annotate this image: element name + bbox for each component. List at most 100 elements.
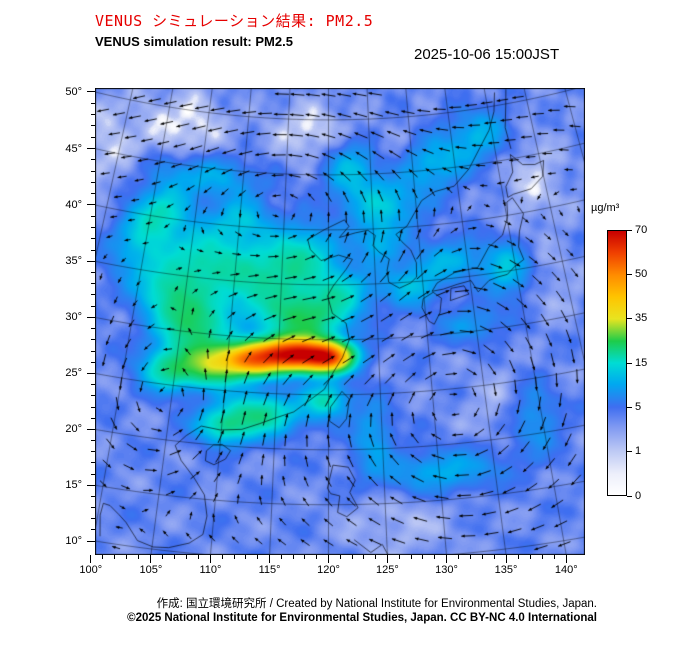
lon-axis-tick xyxy=(186,555,188,559)
lat-axis-tick xyxy=(91,462,95,464)
colorbar-unit-label: µg/m³ xyxy=(591,202,620,214)
lon-axis-tick xyxy=(126,555,128,559)
license-line: ©2025 National Institute for Environment… xyxy=(127,612,597,624)
colorbar-tick xyxy=(627,273,632,275)
lat-tick-label: 30° xyxy=(65,311,82,324)
lat-axis-tick xyxy=(91,283,95,285)
lat-axis-tick xyxy=(87,372,95,374)
lon-axis-tick xyxy=(269,555,271,563)
lat-axis-tick xyxy=(91,136,95,138)
lon-axis-tick xyxy=(102,555,104,559)
lat-axis-tick xyxy=(91,102,95,104)
lat-axis-tick xyxy=(91,339,95,341)
lon-axis-tick xyxy=(339,555,341,559)
lon-tick-label: 120° xyxy=(317,564,340,576)
lon-axis-tick xyxy=(565,555,567,563)
lat-axis-tick xyxy=(91,125,95,127)
lon-axis-tick xyxy=(114,555,116,559)
colorbar-tick xyxy=(627,362,632,364)
lat-axis-tick xyxy=(91,507,95,509)
lat-axis-tick xyxy=(91,518,95,520)
lon-axis-tick xyxy=(481,555,483,559)
lat-axis-tick xyxy=(91,406,95,408)
lat-axis-tick xyxy=(91,193,95,195)
lat-axis-tick xyxy=(87,428,95,430)
lon-axis-tick xyxy=(198,555,200,559)
lon-axis-tick xyxy=(280,555,282,559)
lon-axis-tick xyxy=(162,555,164,559)
lon-axis-tick xyxy=(422,555,424,559)
lat-tick-label: 10° xyxy=(65,535,82,547)
colorbar-gradient xyxy=(607,230,627,496)
colorbar-tick xyxy=(627,406,632,408)
lat-axis-tick xyxy=(87,484,95,486)
lat-tick-label: 50° xyxy=(65,85,82,98)
colorbar-tick-label: 35 xyxy=(635,312,648,325)
lon-axis-tick xyxy=(138,555,140,559)
lat-axis-tick xyxy=(87,91,95,93)
lat-axis-tick xyxy=(87,148,95,150)
colorbar-tick xyxy=(627,451,632,453)
colorbar-tick xyxy=(627,318,632,320)
lon-axis-tick xyxy=(410,555,412,559)
lon-axis-tick xyxy=(316,555,318,559)
lon-tick-label: 110° xyxy=(199,564,222,576)
lon-axis-tick xyxy=(541,555,543,559)
lat-axis-tick xyxy=(91,529,95,531)
lon-tick-label: 125° xyxy=(376,564,399,576)
page-title-japanese: VENUS シミュレーション結果: PM2.5 xyxy=(95,12,374,30)
lon-axis-tick xyxy=(209,555,211,563)
lat-axis-tick xyxy=(91,495,95,497)
lat-axis-tick xyxy=(91,114,95,116)
lon-axis-tick xyxy=(174,555,176,559)
lat-axis-tick xyxy=(91,350,95,352)
lon-axis-tick xyxy=(375,555,377,559)
lon-axis-tick xyxy=(292,555,294,559)
lat-axis-tick xyxy=(91,328,95,330)
colorbar-tick-label: 15 xyxy=(635,356,648,369)
colorbar-tick-label: 70 xyxy=(635,223,648,236)
lat-axis-tick xyxy=(91,238,95,240)
lat-axis-tick xyxy=(91,181,95,183)
colorbar-tick-label: 50 xyxy=(635,267,648,280)
lat-axis-tick xyxy=(91,249,95,251)
lon-axis-tick xyxy=(221,555,223,559)
lat-axis-tick xyxy=(91,417,95,419)
lon-axis-tick xyxy=(328,555,329,563)
colorbar-tick-label: 5 xyxy=(635,400,642,413)
lon-axis-tick xyxy=(553,555,555,559)
lon-tick-label: 100° xyxy=(79,564,103,576)
lon-axis-tick xyxy=(351,555,353,559)
colorbar-tick-label: 0 xyxy=(635,489,642,502)
lon-axis-tick xyxy=(304,555,306,559)
lat-tick-label: 35° xyxy=(65,255,82,268)
page-title-english: VENUS simulation result: PM2.5 xyxy=(95,34,293,49)
lat-axis-tick xyxy=(87,260,95,262)
lat-axis-tick xyxy=(91,227,95,229)
lon-axis-tick xyxy=(434,555,436,559)
lat-tick-label: 15° xyxy=(65,479,82,492)
lat-axis-tick xyxy=(91,272,95,273)
lon-axis-tick xyxy=(517,555,519,559)
lon-axis-tick xyxy=(90,555,92,563)
colorbar-tick xyxy=(627,229,632,231)
lat-axis-tick xyxy=(91,170,95,172)
lat-axis-tick xyxy=(87,540,95,542)
lat-tick-label: 25° xyxy=(65,367,82,380)
lon-axis-tick xyxy=(150,555,152,563)
lon-axis-tick xyxy=(245,555,247,559)
lon-tick-label: 105° xyxy=(139,564,163,576)
lat-axis-tick xyxy=(91,395,95,397)
lat-axis-tick xyxy=(91,451,95,453)
lon-axis-tick xyxy=(233,555,235,559)
lat-axis-tick xyxy=(91,384,95,386)
colorbar-tick xyxy=(627,495,632,497)
colorbar-tick-label: 1 xyxy=(635,445,642,458)
lat-axis-tick xyxy=(91,294,95,296)
lon-axis-tick xyxy=(386,555,388,563)
lon-axis-tick xyxy=(469,555,471,559)
lat-axis-tick xyxy=(87,316,95,318)
lon-tick-label: 140° xyxy=(554,564,578,576)
lon-tick-label: 130° xyxy=(435,564,458,576)
